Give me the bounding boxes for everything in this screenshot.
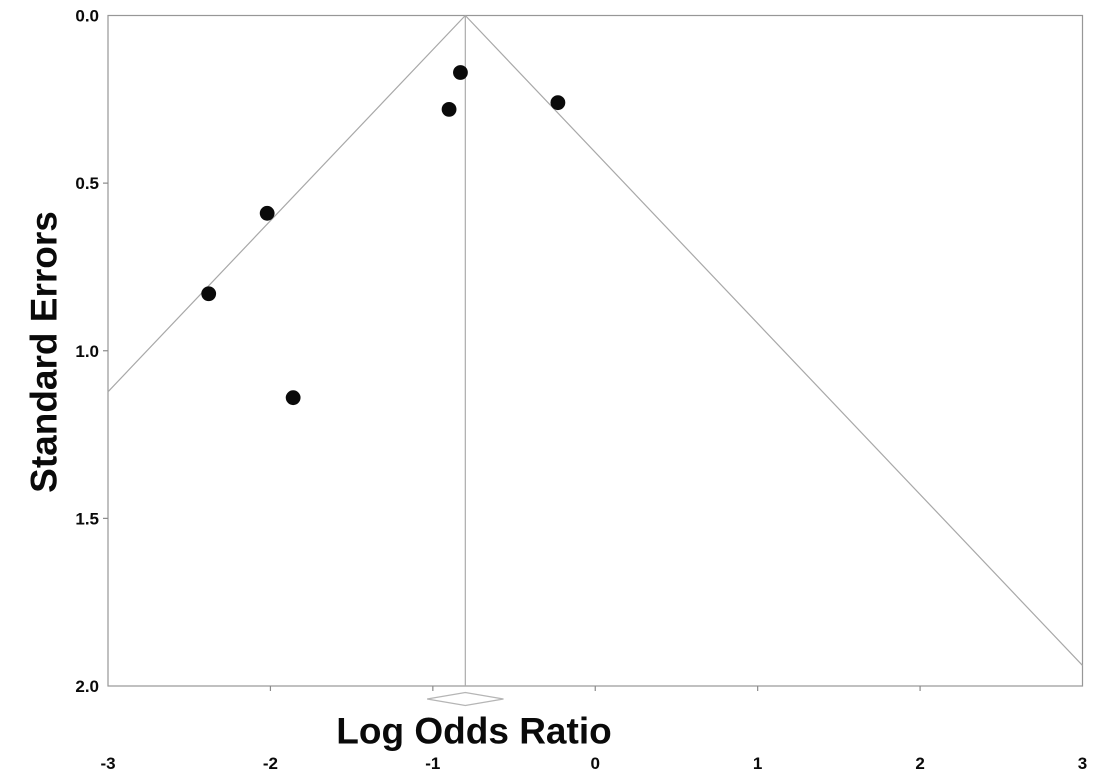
funnel-limit-left (107, 15, 466, 393)
data-point (259, 205, 275, 221)
x-tick-label: 1 (753, 754, 762, 773)
x-tick-label: 0 (591, 754, 600, 773)
x-axis-title: Log Odds Ratio (336, 710, 612, 752)
data-point (550, 95, 566, 111)
pooled-diamond (427, 691, 504, 707)
y-tick-label: 0.5 (75, 174, 99, 193)
y-tick-label: 0.0 (75, 7, 99, 26)
y-tick-label: 2.0 (75, 677, 99, 696)
x-tick-label: 2 (915, 754, 924, 773)
x-tick-label: -1 (425, 754, 440, 773)
data-point (441, 101, 457, 117)
funnel-limit-right (464, 15, 1083, 666)
y-tick-label: 1.0 (75, 342, 99, 361)
data-point (285, 390, 301, 406)
x-tick-label: 3 (1078, 754, 1087, 773)
y-axis-title: Standard Errors (23, 211, 65, 493)
y-tick-label: 1.5 (75, 509, 99, 528)
data-point (201, 286, 217, 302)
x-tick-label: -2 (263, 754, 278, 773)
x-tick-label: -3 (100, 754, 115, 773)
data-point (453, 65, 468, 80)
